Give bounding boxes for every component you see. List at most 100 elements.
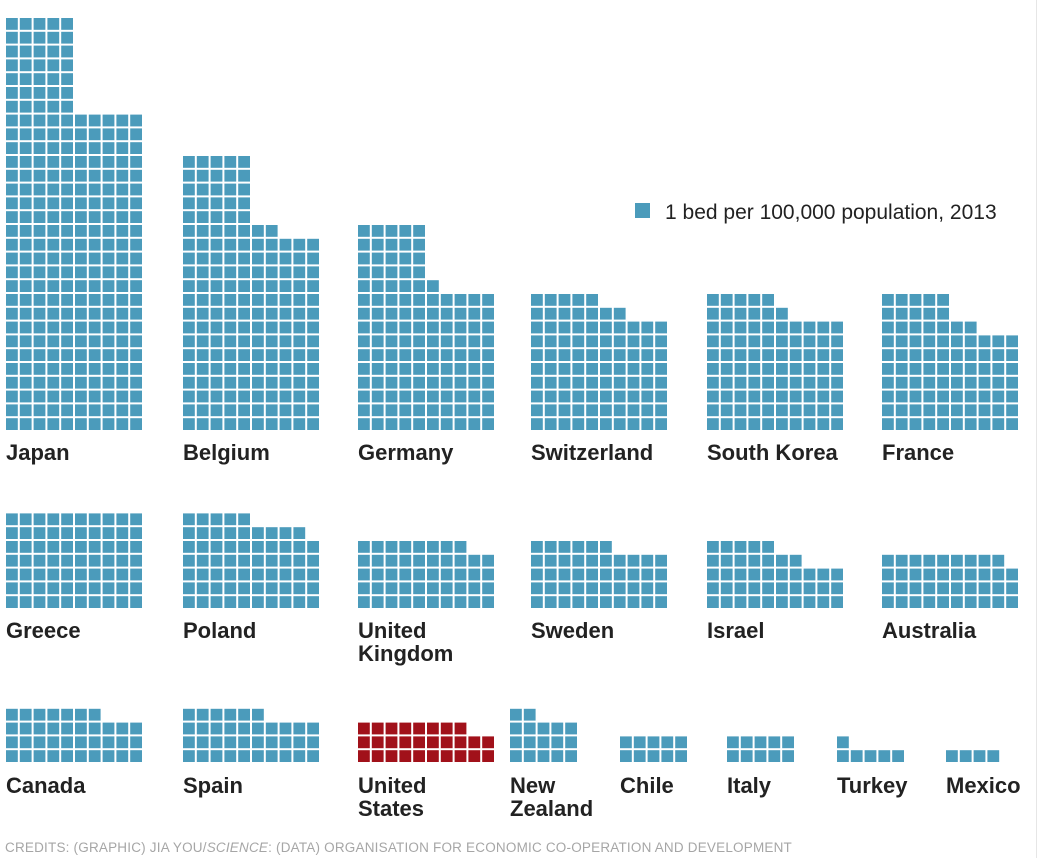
bed-square xyxy=(613,596,626,608)
bed-square xyxy=(895,335,908,348)
bed-square xyxy=(265,582,278,595)
bed-square xyxy=(371,294,384,306)
bed-square xyxy=(627,390,640,403)
bed-square xyxy=(33,568,46,581)
bed-square xyxy=(558,335,571,348)
bed-square xyxy=(33,335,46,348)
bed-square xyxy=(973,750,986,762)
bed-square xyxy=(47,596,60,608)
bed-square xyxy=(6,513,18,526)
bed-square xyxy=(210,722,223,735)
bed-square xyxy=(440,582,453,595)
bed-square xyxy=(647,736,660,749)
bed-square xyxy=(413,349,425,361)
bed-square xyxy=(385,582,398,595)
bed-square xyxy=(196,349,209,361)
bed-square xyxy=(358,722,370,735)
bed-square xyxy=(265,736,278,749)
legend-swatch xyxy=(635,203,650,218)
bed-square xyxy=(210,307,223,320)
bed-square xyxy=(399,596,412,608)
bed-square xyxy=(47,252,60,265)
bed-square xyxy=(19,568,32,581)
bed-square xyxy=(102,280,115,292)
bed-square xyxy=(33,45,46,58)
bed-square xyxy=(307,582,319,595)
bed-square xyxy=(454,294,467,306)
bed-square xyxy=(586,418,598,430)
bed-square xyxy=(224,708,237,721)
country-label: Sweden xyxy=(531,618,614,643)
bed-square xyxy=(252,280,264,292)
bed-square xyxy=(183,582,195,595)
bed-square xyxy=(468,376,481,389)
bed-square xyxy=(19,321,32,334)
bed-square xyxy=(33,59,46,72)
bed-square xyxy=(613,582,626,595)
bed-square xyxy=(720,307,733,320)
bed-square xyxy=(762,307,774,320)
bed-square xyxy=(385,376,398,389)
bed-square xyxy=(238,554,250,567)
bed-square xyxy=(454,335,467,348)
bed-square xyxy=(413,418,425,430)
bed-square xyxy=(183,390,195,403)
bed-square xyxy=(707,294,719,306)
bed-square xyxy=(224,541,237,553)
bed-square xyxy=(937,349,949,361)
bed-square xyxy=(130,390,142,403)
bed-square xyxy=(551,750,564,762)
bed-square xyxy=(75,582,87,595)
bed-square xyxy=(116,169,129,182)
bed-square xyxy=(265,418,278,430)
bed-square xyxy=(293,404,306,417)
bed-square xyxy=(661,750,674,762)
bed-square xyxy=(748,541,761,553)
bed-square xyxy=(586,307,598,320)
bed-square xyxy=(586,321,598,334)
bed-square xyxy=(427,596,439,608)
bed-square xyxy=(19,582,32,595)
bed-square xyxy=(923,335,936,348)
bed-square xyxy=(413,582,425,595)
bed-square xyxy=(803,335,816,348)
bed-square xyxy=(789,349,802,361)
bed-square xyxy=(454,349,467,361)
bed-square xyxy=(88,128,101,141)
bed-square xyxy=(116,568,129,581)
panel-south-korea: South Korea xyxy=(707,294,843,465)
bed-square xyxy=(831,404,843,417)
bed-square xyxy=(33,128,46,141)
bed-square xyxy=(992,554,1005,567)
bed-square xyxy=(909,349,922,361)
bed-square xyxy=(116,321,129,334)
bed-square xyxy=(19,211,32,223)
bed-square xyxy=(1006,418,1018,430)
bed-square xyxy=(720,349,733,361)
bed-square xyxy=(75,418,87,430)
bed-square xyxy=(734,596,747,608)
bed-square xyxy=(385,541,398,553)
bed-square xyxy=(102,266,115,279)
bed-square xyxy=(279,363,292,375)
bed-square xyxy=(307,722,319,735)
bed-square xyxy=(707,349,719,361)
bed-square xyxy=(252,376,264,389)
bed-square xyxy=(224,225,237,237)
bed-square xyxy=(6,73,18,85)
bed-square xyxy=(210,280,223,292)
bed-square xyxy=(544,294,557,306)
bed-square xyxy=(252,527,264,539)
bed-square xyxy=(440,750,453,762)
country-label: Turkey xyxy=(837,773,908,798)
bed-square xyxy=(748,307,761,320)
bed-square xyxy=(776,418,788,430)
bed-square xyxy=(6,541,18,553)
bed-square xyxy=(307,404,319,417)
bed-square xyxy=(707,541,719,553)
bed-square xyxy=(923,554,936,567)
bed-square xyxy=(6,114,18,127)
bed-square xyxy=(482,418,494,430)
bed-square xyxy=(33,582,46,595)
